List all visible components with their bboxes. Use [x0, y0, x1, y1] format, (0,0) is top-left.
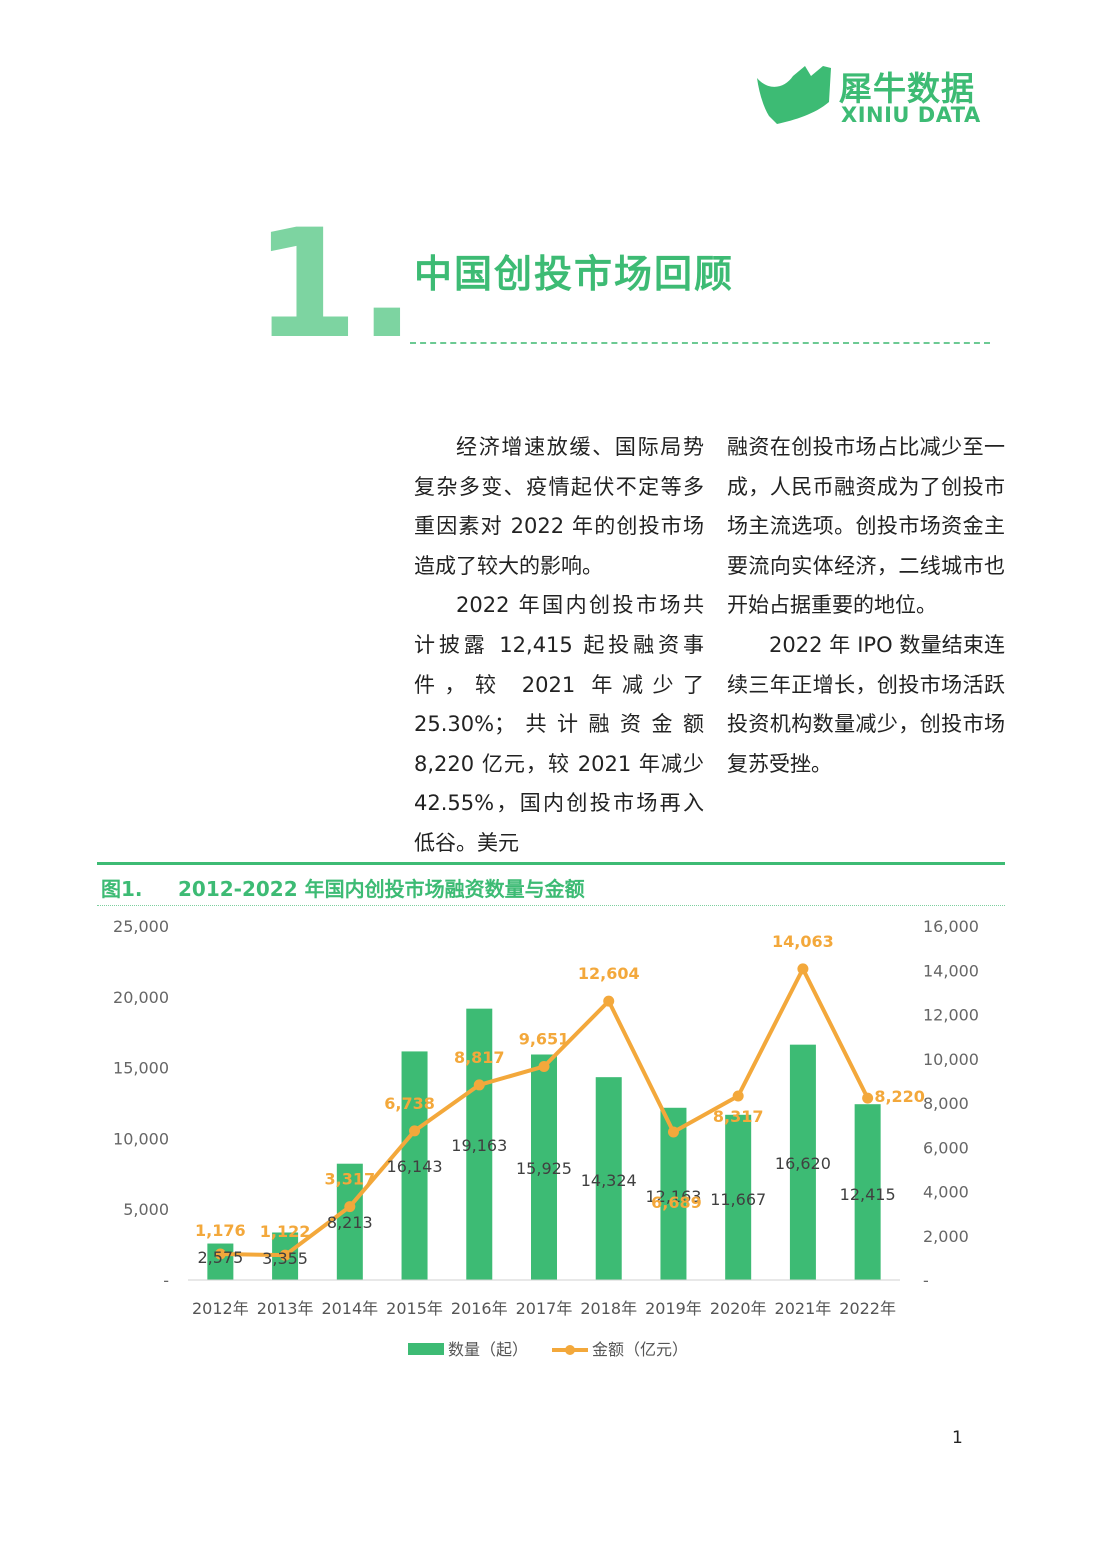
- combo-chart: - 5,000 10,000 15,000 20,000 25,000 - 2,000 4,00…: [113, 917, 979, 1359]
- y-left-tick-label: 10,000: [113, 1129, 169, 1148]
- y-right-tick-label: 12,000: [923, 1006, 979, 1025]
- figure-label: 图1.: [101, 877, 143, 901]
- y-right-tick-label: -: [923, 1271, 929, 1290]
- line-point: [214, 1248, 226, 1260]
- bar-data-label: 12,163: [645, 1187, 701, 1206]
- paragraph: 2022 年国内创投市场共计披露 12,415 起投融资事件，较 2021 年减…: [414, 593, 704, 855]
- chapter-number: 1.: [254, 198, 416, 372]
- x-tick-label: 2018年: [580, 1299, 637, 1318]
- line-data-label: 1,176: [195, 1221, 246, 1240]
- line-data-label: 8,317: [713, 1107, 764, 1126]
- line-data-label: 8,220: [874, 1087, 925, 1106]
- line-point: [862, 1092, 874, 1104]
- y-left-tick-label: 15,000: [113, 1059, 169, 1078]
- y-right-tick-label: 4,000: [923, 1183, 969, 1202]
- bar: [531, 1054, 557, 1280]
- brand-logo: 犀牛数据 XINIU DATA: [755, 62, 995, 132]
- line-data-label: 6,689: [651, 1193, 702, 1212]
- x-tick-label: 2015年: [386, 1299, 443, 1318]
- paragraph: 融资在创投市场占比减少至一成，人民币融资成为了创投市场主流选项。创投市场资金主要…: [727, 435, 1005, 618]
- line-data-label: 8,817: [454, 1048, 505, 1067]
- logo-chinese-name: 犀牛数据: [839, 69, 975, 108]
- line-data-label: 6,738: [384, 1094, 435, 1113]
- body-column-left: 经济增速放缓、国际局势复杂多变、疫情起伏不定等多重因素对 2022 年的创投市场…: [414, 428, 704, 864]
- line-data-label: 3,317: [325, 1170, 376, 1189]
- bar: [789, 1044, 816, 1280]
- x-tick-label: 2022年: [839, 1299, 896, 1318]
- legend-swatch-point: [565, 1345, 575, 1355]
- x-tick-label: 2020年: [710, 1299, 767, 1318]
- y-right-tick-label: 16,000: [923, 917, 979, 936]
- bar: [336, 1163, 363, 1280]
- page-number: 1: [952, 1428, 963, 1448]
- line-data-label: 9,651: [519, 1029, 570, 1048]
- rhino-icon: [757, 66, 831, 124]
- paragraph: 经济增速放缓、国际局势复杂多变、疫情起伏不定等多重因素对 2022 年的创投市场…: [414, 435, 704, 578]
- x-tick-label: 2014年: [321, 1299, 378, 1318]
- x-tick-label: 2016年: [451, 1299, 508, 1318]
- legend-swatch-bar: [408, 1343, 444, 1355]
- y-left-tick-label: 5,000: [123, 1200, 169, 1219]
- y-right-tick-label: 14,000: [923, 961, 979, 980]
- bar-data-label: 19,163: [451, 1136, 507, 1155]
- chapter-divider: [410, 342, 990, 344]
- bar-data-label: 16,620: [775, 1154, 831, 1173]
- line-point: [279, 1249, 291, 1261]
- bar: [595, 1077, 622, 1280]
- bar: [401, 1051, 428, 1280]
- bar-data-label: 3,355: [262, 1249, 308, 1268]
- bar: [854, 1104, 881, 1280]
- y-left-tick-label: -: [163, 1271, 169, 1290]
- bar-data-label: 16,143: [387, 1157, 443, 1176]
- x-tick-label: 2017年: [516, 1299, 573, 1318]
- bar: [725, 1114, 752, 1280]
- bar: [466, 1008, 493, 1280]
- x-tick-label: 2012年: [192, 1299, 249, 1318]
- line-point: [344, 1201, 356, 1213]
- x-tick-label: 2013年: [257, 1299, 314, 1318]
- line-point: [409, 1125, 421, 1137]
- line-point: [473, 1079, 485, 1091]
- y-right-tick-label: 10,000: [923, 1050, 979, 1069]
- line-point: [797, 963, 809, 975]
- x-tick-label: 2021年: [775, 1299, 832, 1318]
- line-point: [538, 1060, 550, 1072]
- y-left-tick-label: 20,000: [113, 988, 169, 1007]
- line-data-label: 12,604: [578, 964, 640, 983]
- line-point: [603, 995, 615, 1007]
- logo-english-name: XINIU DATA: [841, 103, 981, 127]
- figure-sub-rule: [97, 905, 1005, 906]
- bar-data-label: 8,213: [327, 1213, 373, 1232]
- line-point: [667, 1126, 679, 1138]
- legend-label-line: 金额（亿元）: [592, 1340, 688, 1359]
- line-data-label: 14,063: [772, 932, 834, 951]
- line-point: [732, 1090, 744, 1102]
- figure-title: 2012-2022 年国内创投市场融资数量与金额: [178, 877, 585, 901]
- y-right-tick-label: 8,000: [923, 1094, 969, 1113]
- legend-label-bar: 数量（起）: [448, 1340, 528, 1359]
- bar-data-label: 12,415: [840, 1185, 896, 1204]
- bar-data-label: 11,667: [710, 1190, 766, 1209]
- body-column-right: 融资在创投市场占比减少至一成，人民币融资成为了创投市场主流选项。创投市场资金主要…: [727, 428, 1005, 784]
- bar-data-label: 14,324: [581, 1171, 637, 1190]
- y-right-tick-label: 2,000: [923, 1227, 969, 1246]
- x-tick-label: 2019年: [645, 1299, 702, 1318]
- bar-data-label: 2,575: [197, 1248, 243, 1267]
- y-right-tick-label: 6,000: [923, 1138, 969, 1157]
- figure-top-rule: [97, 862, 1005, 865]
- chapter-title: 中国创投市场回顾: [414, 252, 735, 296]
- y-left-tick-label: 25,000: [113, 917, 169, 936]
- line-data-label: 1,122: [260, 1222, 311, 1241]
- paragraph: 2022 年 IPO 数量结束连续三年正增长，创投市场活跃投资机构数量减少，创投…: [727, 632, 1005, 776]
- bar-data-label: 15,925: [516, 1159, 572, 1178]
